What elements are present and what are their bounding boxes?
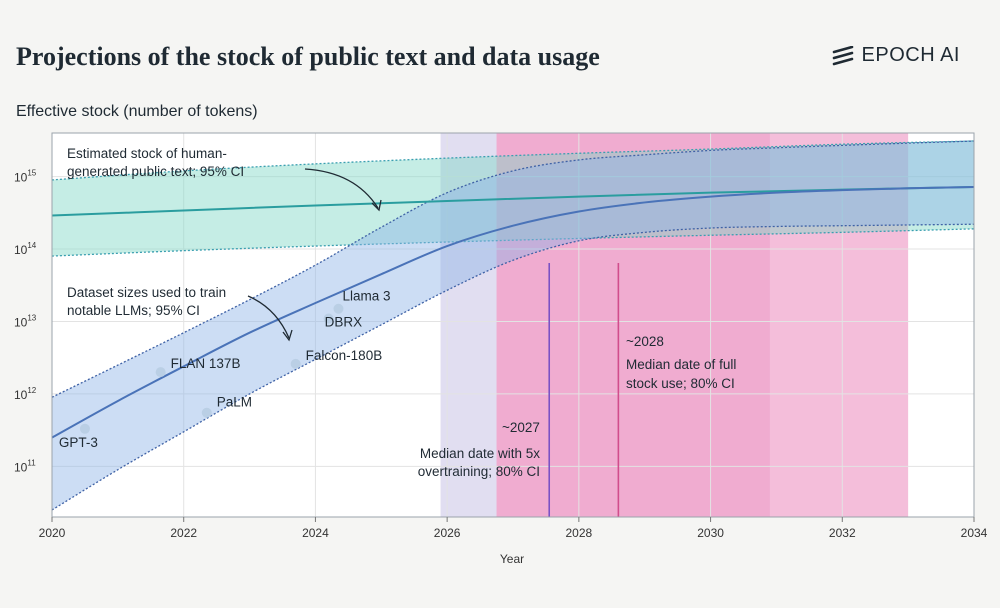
model-point [323,313,334,324]
y-axis-label: Effective stock (number of tokens) [16,103,258,120]
y-tick-label: 1013 [14,313,37,329]
dataset-ci-annotation: Dataset sizes used to train [67,285,226,300]
stock-arrow [304,168,379,209]
stock-ci-lower [51,228,975,257]
y-tick-label: 1014 [14,241,37,257]
model-point [333,303,344,314]
model-label: Falcon-180B [306,348,383,363]
dataset-arrowhead [282,329,293,342]
y-tick-label: 1012 [14,386,37,402]
dataset-ci-band [52,141,974,510]
dataset-arrow [247,295,290,339]
overtraining-annotation: overtraining; 80% CI [418,464,540,479]
x-tick-label: 2022 [170,526,197,540]
stock-ci-annotation: generated public text; 95% CI [67,164,244,179]
model-point [79,423,90,434]
x-tick-label: 2024 [302,526,329,540]
full-stock-annotation: Median date of full [626,357,736,372]
dataset-ci-annotation: notable LLMs; 95% CI [67,303,200,318]
model-point [290,358,301,369]
chart-title: Projections of the stock of public text … [16,42,600,71]
model-label: DBRX [325,314,363,329]
median-2027-label: ~2027 [502,420,540,435]
stock-arrowhead [371,199,382,212]
x-axis-label: Year [500,552,524,566]
x-tick-label: 2026 [434,526,461,540]
dataset-median-line [51,185,975,439]
x-tick-label: 2028 [566,526,593,540]
stock-ci-annotation: Estimated stock of human- [67,146,227,161]
ci-region-overtraining [440,133,497,517]
x-tick-label: 2034 [961,526,988,540]
dataset-ci-upper [51,140,975,398]
x-tick-label: 2032 [829,526,856,540]
y-tick-label: 1011 [14,458,36,474]
brand-name: EPOCH AI [861,44,960,66]
brand-logo: EPOCH AI [832,44,960,67]
plot-frame [51,132,975,518]
y-tick-label: 1015 [14,169,37,185]
model-label: Llama 3 [342,289,390,304]
model-point [155,367,166,378]
full-stock-annotation: stock use; 80% CI [626,376,735,391]
model-point [201,407,212,418]
x-tick-label: 2020 [39,526,66,540]
model-label: GPT-3 [59,435,98,450]
median-2028-label: ~2028 [626,334,664,349]
overtraining-annotation: Median date with 5x [420,446,540,461]
epoch-stripes-icon [832,45,853,65]
model-label: PaLM [217,395,252,410]
x-tick-label: 2030 [697,526,724,540]
model-label: FLAN 137B [171,356,241,371]
stock-ci-upper [51,140,975,181]
dataset-ci-lower [51,223,975,511]
